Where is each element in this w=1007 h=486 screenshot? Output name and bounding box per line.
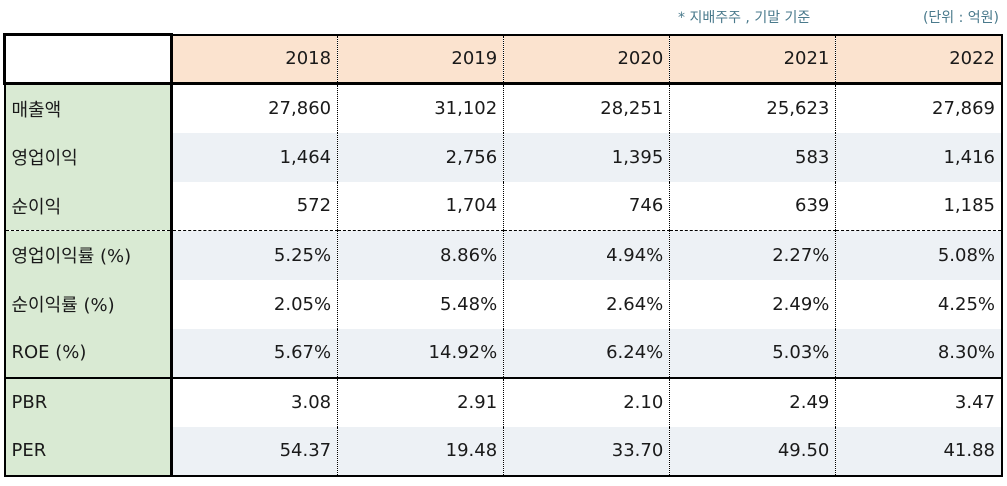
table-row: 순이익 572 1,704 746 639 1,185: [3, 181, 1004, 231]
table-cell: 28,251: [503, 82, 670, 133]
table-cell: 2.49%: [669, 279, 836, 329]
table-cell: 1,185: [835, 181, 1004, 231]
table-cell: 25,623: [669, 82, 836, 133]
table-cell: 1,416: [835, 132, 1004, 182]
table-cell: 2.05%: [170, 279, 338, 329]
table-cell: 8.86%: [337, 230, 504, 280]
table-cell: 5.03%: [669, 328, 836, 378]
row-label: PBR: [3, 376, 173, 427]
table-cell: 5.08%: [835, 230, 1004, 280]
unit-note: (단위 : 억원): [922, 10, 999, 26]
table-cell: 8.30%: [835, 328, 1004, 378]
table-cell: 2.27%: [669, 230, 836, 280]
table-cell: 583: [669, 132, 836, 182]
year-header: 2020: [503, 33, 670, 85]
table-cell: 31,102: [337, 82, 504, 133]
table-cell: 19.48: [337, 426, 504, 477]
table-row: PBR 3.08 2.91 2.10 2.49 3.47: [3, 376, 1004, 427]
table-cell: 27,869: [835, 82, 1004, 133]
table-row: 영업이익 1,464 2,756 1,395 583 1,416: [3, 132, 1004, 182]
table-cell: 6.24%: [503, 328, 670, 378]
table-row: 순이익률 (%) 2.05% 5.48% 2.64% 2.49% 4.25%: [3, 279, 1004, 329]
row-label: ROE (%): [3, 328, 173, 378]
table-cell: 1,395: [503, 132, 670, 182]
table-cell: 5.25%: [170, 230, 338, 280]
row-label: PER: [3, 426, 173, 477]
table-cell: 3.47: [835, 376, 1004, 427]
table-cell: 41.88: [835, 426, 1004, 477]
year-header: 2018: [170, 33, 338, 85]
corner-cell: [3, 33, 173, 85]
table-cell: 4.25%: [835, 279, 1004, 329]
table-cell: 3.08: [170, 376, 338, 427]
table-cell: 746: [503, 181, 670, 231]
year-header: 2022: [835, 33, 1004, 85]
table-row: 영업이익률 (%) 5.25% 8.86% 4.94% 2.27% 5.08%: [3, 230, 1004, 280]
table-cell: 33.70: [503, 426, 670, 477]
table-row: ROE (%) 5.67% 14.92% 6.24% 5.03% 8.30%: [3, 328, 1004, 378]
financial-summary-table: 2018 2019 2020 2021 2022 매출액 27,860 31,1…: [3, 33, 1004, 477]
year-header: 2021: [669, 33, 836, 85]
table-cell: 5.67%: [170, 328, 338, 378]
table-cell: 639: [669, 181, 836, 231]
table-cell: 2.10: [503, 376, 670, 427]
basis-note: * 지배주주 , 기말 기준: [678, 10, 811, 26]
row-label: 순이익: [3, 181, 173, 231]
row-label: 영업이익: [3, 132, 173, 182]
table-cell: 2.64%: [503, 279, 670, 329]
table-cell: 27,860: [170, 82, 338, 133]
row-label: 순이익률 (%): [3, 279, 173, 329]
table-cell: 1,464: [170, 132, 338, 182]
table-cell: 5.48%: [337, 279, 504, 329]
table-cell: 1,704: [337, 181, 504, 231]
table-row: PER 54.37 19.48 33.70 49.50 41.88: [3, 426, 1004, 477]
header-row: 2018 2019 2020 2021 2022: [3, 33, 1004, 85]
table-cell: 49.50: [669, 426, 836, 477]
table-cell: 2,756: [337, 132, 504, 182]
table-cell: 14.92%: [337, 328, 504, 378]
table-cell: 4.94%: [503, 230, 670, 280]
table-row: 매출액 27,860 31,102 28,251 25,623 27,869: [3, 82, 1004, 133]
row-label: 영업이익률 (%): [3, 230, 173, 280]
table-cell: 54.37: [170, 426, 338, 477]
table-cell: 2.91: [337, 376, 504, 427]
year-header: 2019: [337, 33, 504, 85]
table-cell: 2.49: [669, 376, 836, 427]
table-cell: 572: [170, 181, 338, 231]
row-label: 매출액: [3, 82, 173, 133]
